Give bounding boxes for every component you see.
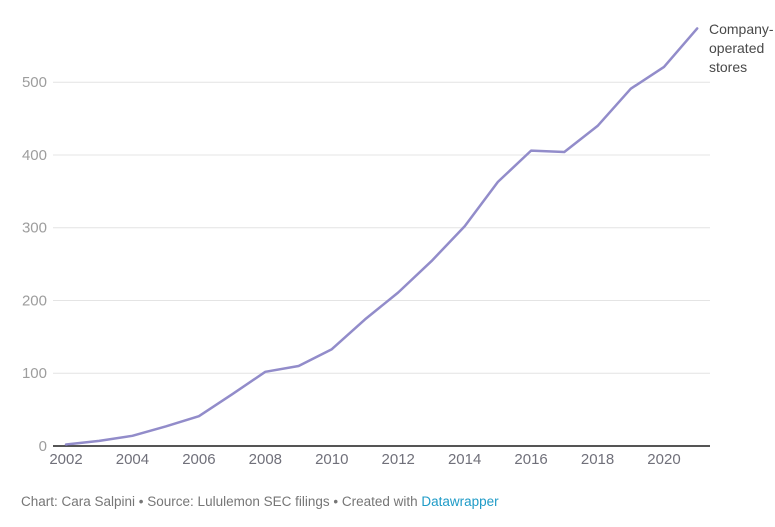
- datawrapper-link[interactable]: Datawrapper: [421, 494, 499, 509]
- x-tick-label: 2020: [647, 451, 680, 468]
- x-tick-label: 2006: [182, 451, 215, 468]
- line-chart: 0 100 200 300 400 500 2002 2004 2006 2008 2010 2012…: [22, 27, 710, 468]
- y-tick-label: 500: [22, 74, 47, 91]
- y-tick-label: 200: [22, 292, 47, 309]
- y-tick-label: 100: [22, 365, 47, 382]
- x-tick-label: 2010: [315, 451, 348, 468]
- x-tick-label: 2018: [581, 451, 614, 468]
- x-tick-label: 2014: [448, 451, 481, 468]
- y-tick-label: 0: [39, 438, 47, 455]
- y-tick-label: 300: [22, 220, 47, 237]
- x-tick-label: 2002: [49, 451, 82, 468]
- y-tick-label: 400: [22, 147, 47, 164]
- attribution-text: Chart: Cara Salpini • Source: Lululemon …: [21, 494, 422, 509]
- series-label: Company-operated stores: [709, 21, 774, 75]
- x-tick-label: 2016: [514, 451, 547, 468]
- attribution-footer: Chart: Cara Salpini • Source: Lululemon …: [21, 494, 761, 509]
- x-tick-label: 2004: [116, 451, 149, 468]
- x-tick-label: 2012: [382, 451, 415, 468]
- x-tick-label: 2008: [249, 451, 282, 468]
- data-line-company-operated-stores: [64, 27, 699, 446]
